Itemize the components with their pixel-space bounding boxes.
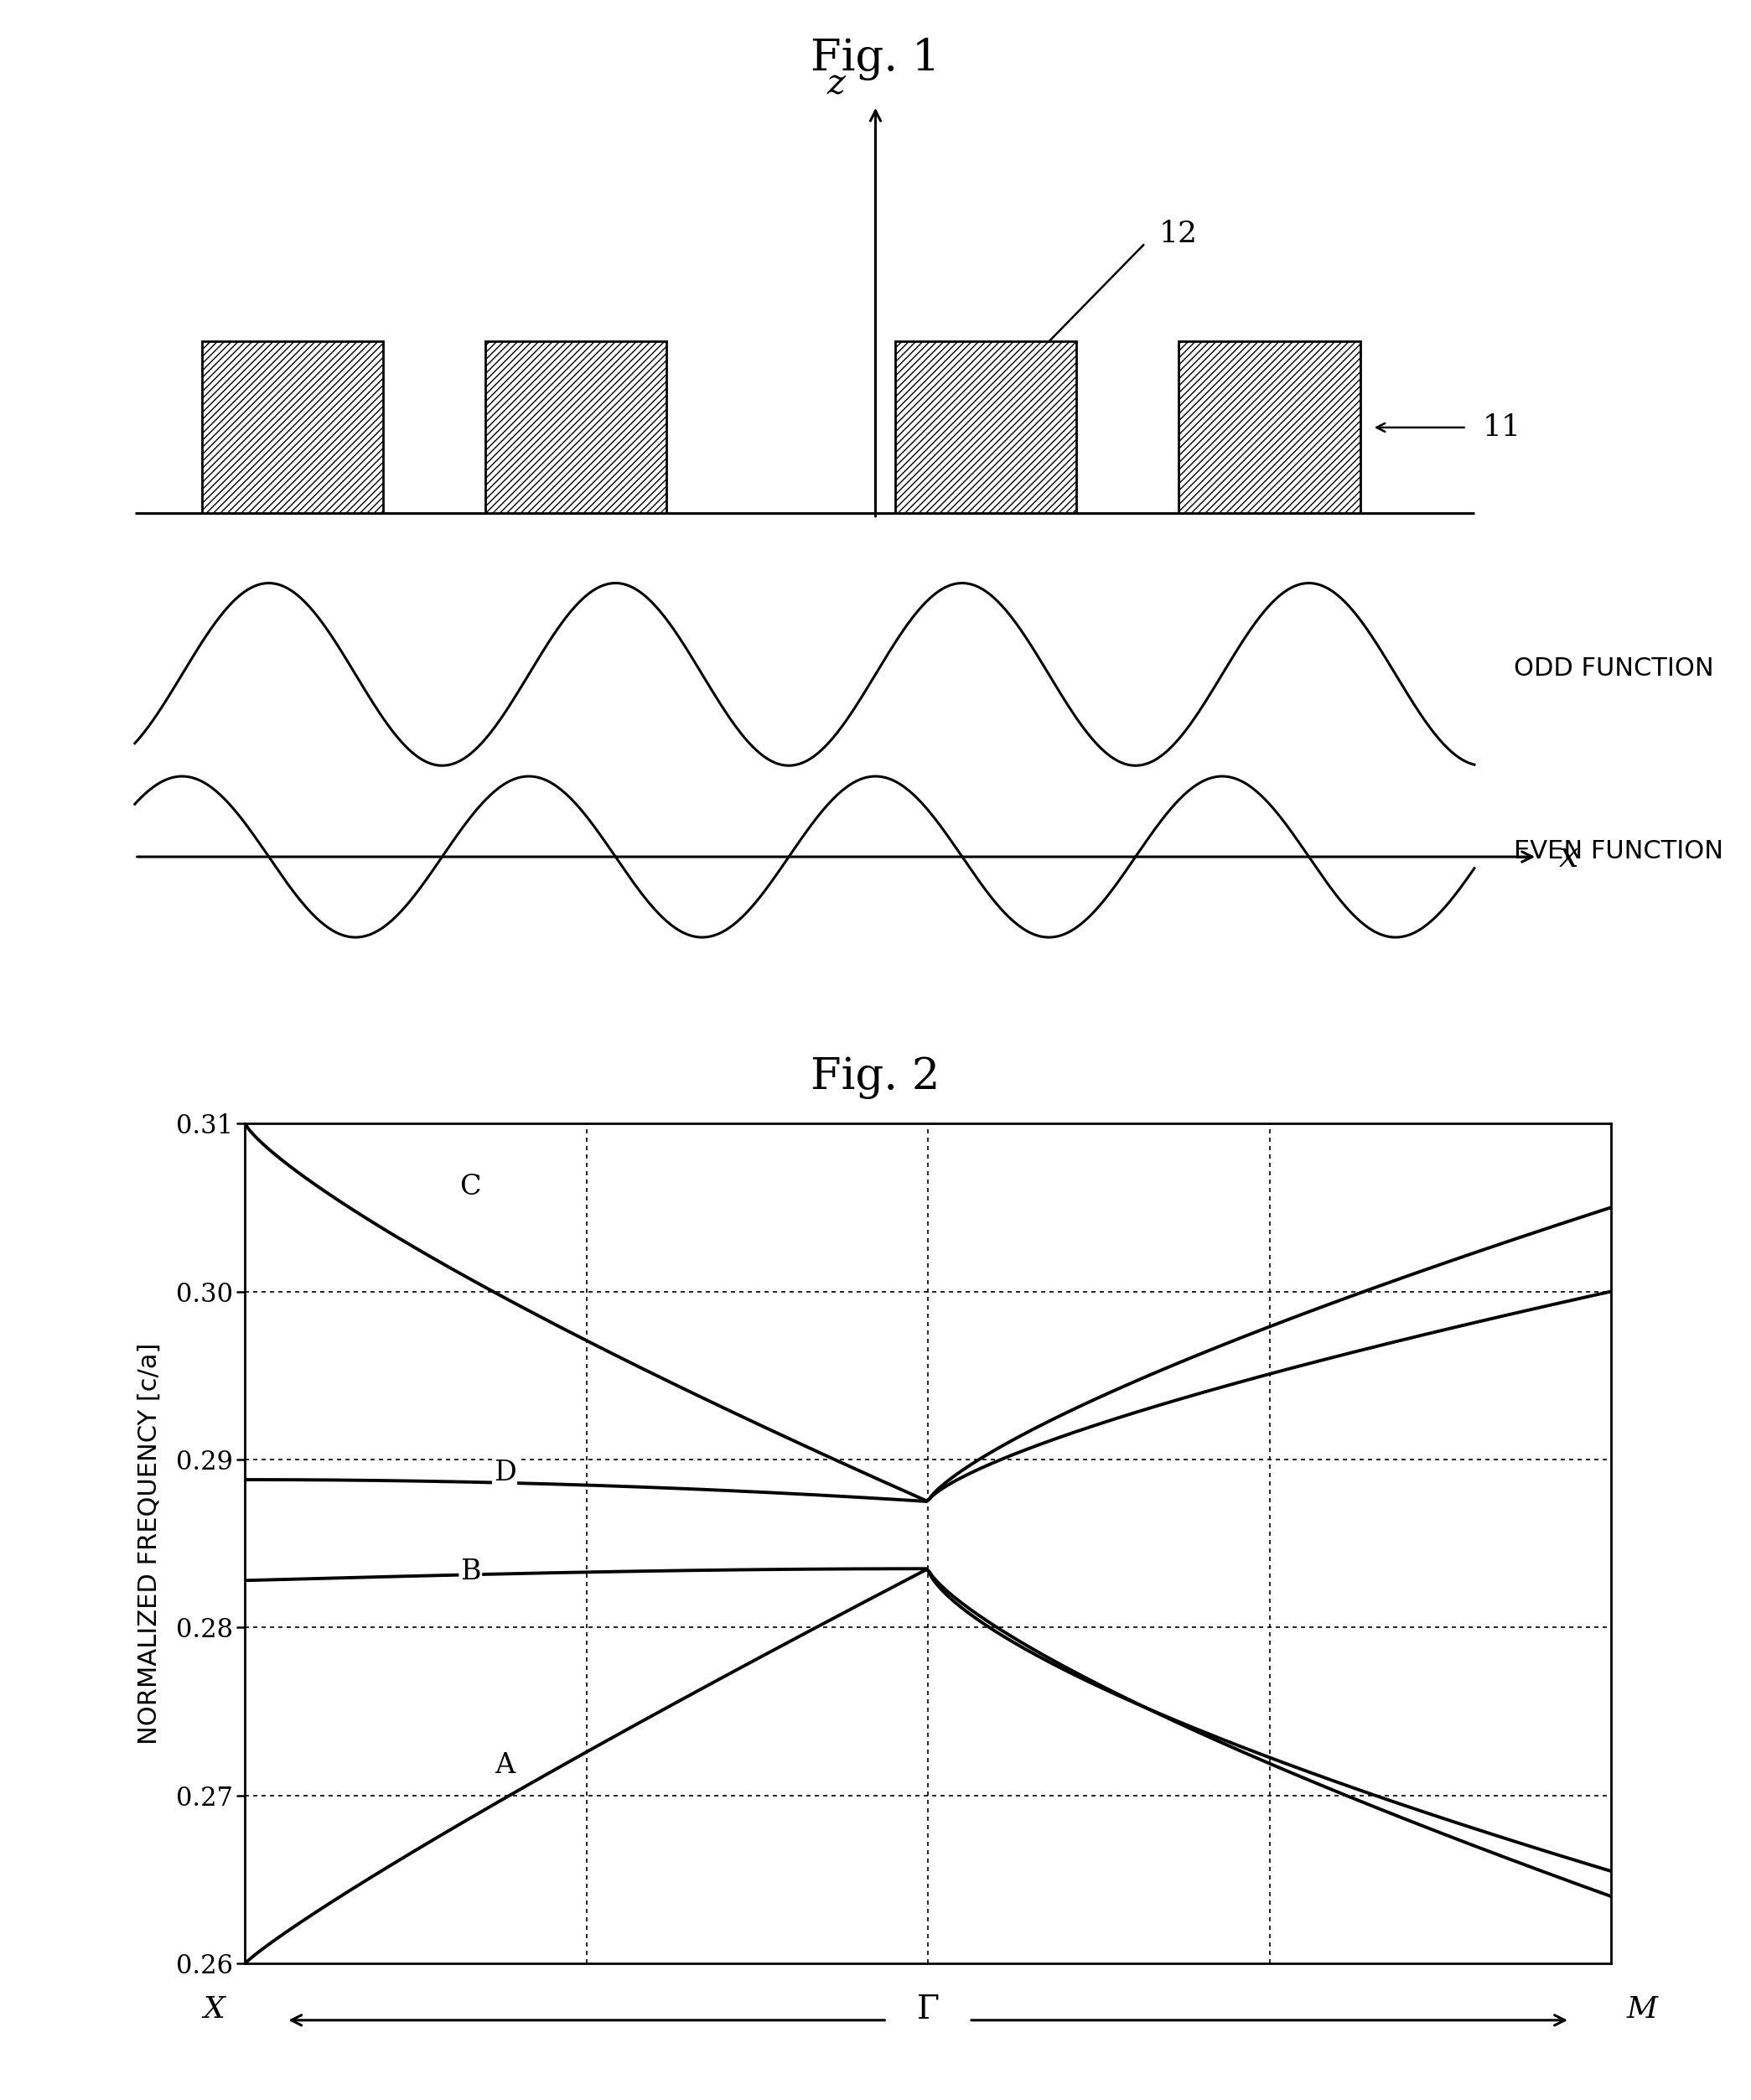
Text: ODD FUNCTION: ODD FUNCTION bbox=[1515, 657, 1714, 680]
Bar bbox=[1178, 342, 1361, 512]
Text: A: A bbox=[494, 1751, 515, 1779]
Text: Fig. 1: Fig. 1 bbox=[811, 38, 940, 80]
Bar bbox=[485, 342, 667, 512]
Bar bbox=[895, 342, 1077, 512]
Y-axis label: NORMALIZED FREQUENCY [c/a]: NORMALIZED FREQUENCY [c/a] bbox=[138, 1342, 161, 1745]
Text: z: z bbox=[826, 67, 846, 101]
Text: 12: 12 bbox=[1159, 220, 1198, 248]
Text: Fig. 2: Fig. 2 bbox=[811, 1056, 940, 1098]
Text: D: D bbox=[494, 1459, 517, 1487]
Text: X: X bbox=[203, 1995, 224, 2024]
Bar bbox=[201, 342, 383, 512]
Text: EVEN FUNCTION: EVEN FUNCTION bbox=[1515, 840, 1723, 863]
Text: M: M bbox=[1627, 1995, 1658, 2024]
Text: x: x bbox=[1558, 840, 1579, 874]
Text: 11: 11 bbox=[1481, 414, 1522, 441]
Text: Γ: Γ bbox=[918, 1995, 939, 2024]
Text: C: C bbox=[461, 1174, 482, 1201]
Text: B: B bbox=[461, 1558, 482, 1586]
